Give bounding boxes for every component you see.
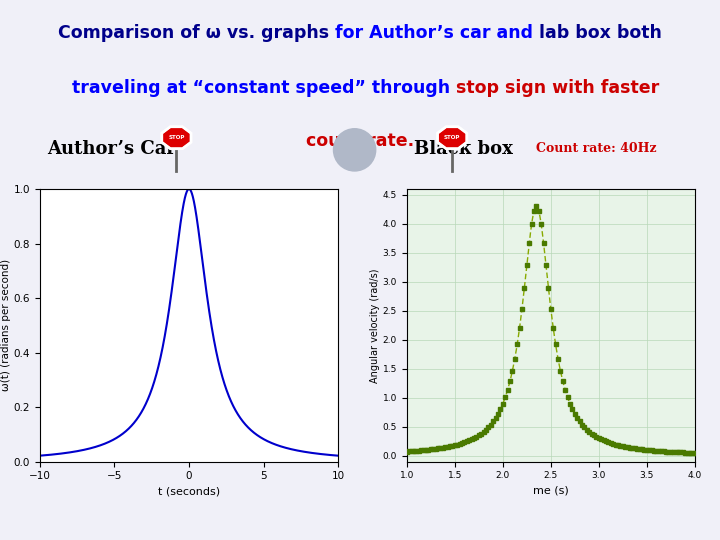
Text: Author’s Car: Author’s Car xyxy=(48,139,176,158)
Text: STOP: STOP xyxy=(168,135,184,140)
X-axis label: me (s): me (s) xyxy=(533,486,569,496)
Text: Count rate: 40Hz: Count rate: 40Hz xyxy=(536,142,657,155)
Y-axis label: ω(t) (radians per second): ω(t) (radians per second) xyxy=(1,259,11,392)
Text: lab box both: lab box both xyxy=(539,24,662,42)
Text: Black box: Black box xyxy=(414,139,513,158)
Text: stop sign with faster: stop sign with faster xyxy=(456,79,660,97)
Text: Comparison of ω vs. graphs: Comparison of ω vs. graphs xyxy=(58,24,335,42)
Text: for Author’s car and: for Author’s car and xyxy=(335,24,539,42)
Y-axis label: Angular velocity (rad/s): Angular velocity (rad/s) xyxy=(370,268,380,383)
Circle shape xyxy=(333,129,376,171)
Text: count rate.: count rate. xyxy=(306,132,414,150)
X-axis label: t (seconds): t (seconds) xyxy=(158,487,220,497)
Text: traveling at “constant speed” through: traveling at “constant speed” through xyxy=(60,79,456,97)
Text: STOP: STOP xyxy=(444,135,460,140)
